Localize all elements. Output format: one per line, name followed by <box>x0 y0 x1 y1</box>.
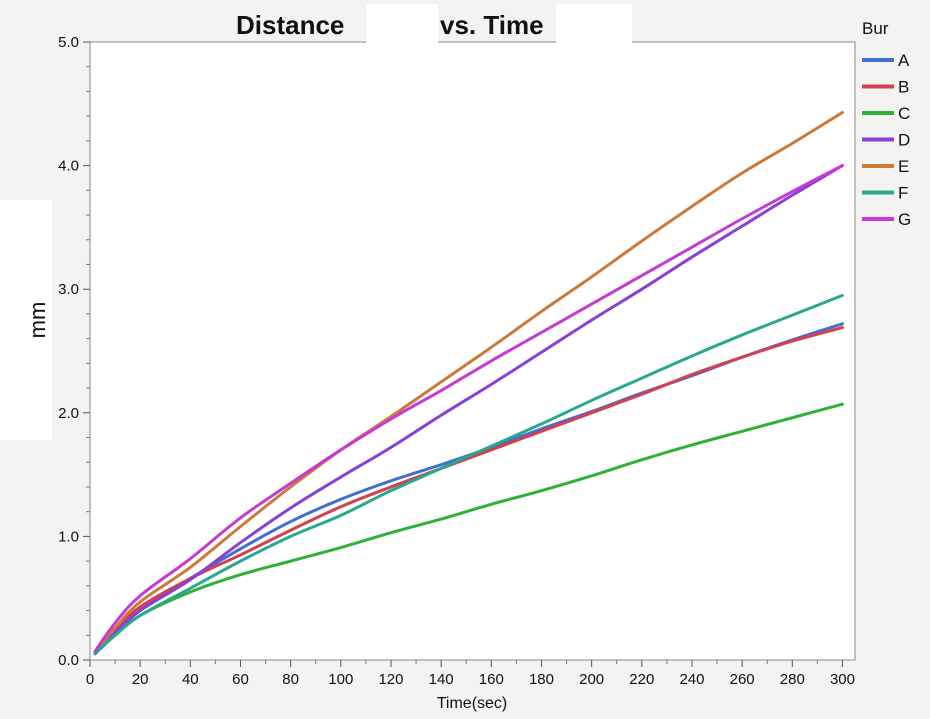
x-tick-label: 20 <box>132 671 149 688</box>
x-tick-label: 0 <box>86 671 94 688</box>
legend-label-f: F <box>898 184 908 203</box>
series-layer <box>93 110 844 656</box>
x-tick-label: 180 <box>529 671 554 688</box>
y-tick-label: 1.0 <box>58 528 79 545</box>
y-tick-label: 5.0 <box>58 34 79 51</box>
legend-label-e: E <box>898 157 909 176</box>
x-tick-label: 300 <box>830 671 855 688</box>
y-tick-label: 4.0 <box>58 158 79 175</box>
title-mask <box>556 4 632 44</box>
legend-label-g: G <box>898 210 911 229</box>
y-tick-label: 2.0 <box>58 405 79 422</box>
x-tick-label: 60 <box>232 671 249 688</box>
x-tick-label: 160 <box>479 671 504 688</box>
title-mask <box>366 4 438 44</box>
x-tick-label: 100 <box>328 671 353 688</box>
plot-area <box>89 41 856 661</box>
y-axis-label: mm <box>25 302 50 339</box>
ylabel-mask <box>0 200 52 440</box>
series-line-g <box>93 164 844 653</box>
x-tick-label: 280 <box>780 671 805 688</box>
x-tick-label: 240 <box>679 671 704 688</box>
chart-title-left: Distance <box>236 10 344 40</box>
x-axis-label: Time(sec) <box>437 695 508 712</box>
x-tick-label: 140 <box>429 671 454 688</box>
x-tick-label: 120 <box>378 671 403 688</box>
legend-title: Bur <box>862 19 889 38</box>
x-tick-label: 220 <box>629 671 654 688</box>
axes: 0 20 40 60 80 100 120 140 160 180 200 220 240 260 280 3… <box>58 34 855 688</box>
legend-label-c: C <box>898 104 910 123</box>
legend-label-d: D <box>898 131 910 150</box>
series-line-e <box>93 110 844 655</box>
series-line-f <box>93 293 844 656</box>
legend-label-a: A <box>898 51 910 70</box>
series-line-c <box>93 402 844 656</box>
x-tick-label: 40 <box>182 671 199 688</box>
x-tick-label: 260 <box>730 671 755 688</box>
y-tick-label: 3.0 <box>58 281 79 298</box>
series-line-d <box>93 164 844 656</box>
chart-title-right: vs. Time <box>440 10 544 40</box>
x-tick-label: 80 <box>282 671 299 688</box>
x-tick-label: 200 <box>579 671 604 688</box>
y-tick-label: 0.0 <box>58 652 79 669</box>
legend-label-b: B <box>898 78 909 97</box>
